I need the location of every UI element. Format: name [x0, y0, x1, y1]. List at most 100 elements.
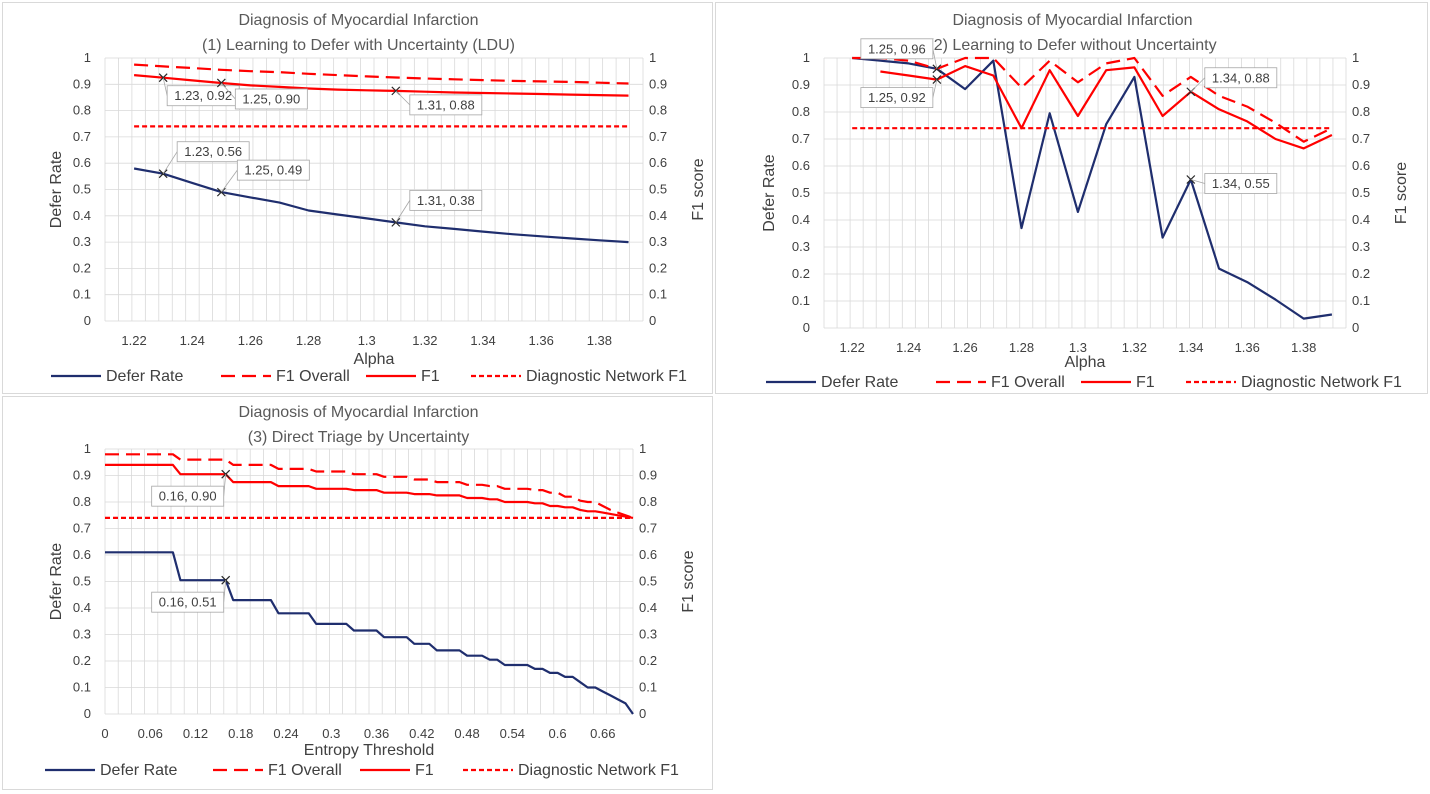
y2-tick-label: 0.9 — [649, 76, 667, 91]
x-tick-label: 0.24 — [273, 726, 298, 741]
y-tick-label: 0.3 — [73, 234, 91, 249]
data-point-marker — [221, 575, 231, 585]
callout-leader — [221, 82, 236, 100]
y2-axis-label: F1 score — [690, 158, 707, 220]
x-tick-label: 1.22 — [840, 340, 865, 355]
x-tick-label: 0.6 — [549, 726, 567, 741]
data-callout: 1.25, 0.90 — [216, 78, 308, 110]
chart-subtitle: (3) Direct Triage by Uncertainty — [248, 429, 469, 446]
data-point-marker — [1186, 175, 1196, 184]
data-callout: 1.34, 0.88 — [1186, 67, 1278, 97]
y2-tick-label: 0 — [649, 313, 656, 328]
callout-leader — [395, 200, 411, 223]
y-tick-label: 0 — [84, 313, 91, 328]
y2-tick-label: 0.8 — [1352, 104, 1370, 119]
data-callout: 0.16, 0.90 — [151, 469, 231, 507]
chart-title: Diagnosis of Myocardial Infarction — [238, 12, 478, 29]
x-tick-label: 1.26 — [238, 333, 263, 348]
x-tick-label: 1.34 — [470, 333, 495, 348]
callout-leader — [1190, 77, 1206, 93]
y2-tick-label: 0.4 — [639, 600, 657, 615]
y2-tick-label: 0.2 — [649, 260, 667, 275]
y-tick-label: 1 — [803, 50, 810, 65]
x-tick-label: 0.18 — [228, 726, 253, 741]
y2-tick-label: 0.2 — [639, 653, 657, 668]
legend-item-label: F1 Overall — [276, 368, 350, 385]
series-line-defer-rate — [852, 56, 1333, 320]
legend-item-label: Diagnostic Network F1 — [1241, 374, 1402, 391]
callout-box — [409, 94, 483, 116]
y2-tick-label: 0.6 — [639, 547, 657, 562]
chart-defer-without-uncertainty: Diagnosis of Myocardial Infarction (2) Le… — [761, 12, 1410, 391]
chart-panel-3: Diagnosis of Myocardial Infarction (3) Di… — [2, 396, 713, 790]
legend-item-label: F1 Overall — [268, 762, 342, 779]
legend-item-label: Diagnostic Network F1 — [526, 368, 687, 385]
y-tick-label: 0 — [803, 320, 810, 335]
data-callout: 1.31, 0.38 — [391, 189, 483, 227]
data-callout: 0.16, 0.51 — [151, 575, 231, 613]
legend-item-label: F1 — [415, 762, 434, 779]
x-tick-label: 0 — [101, 726, 108, 741]
data-callout: 1.23, 0.56 — [158, 141, 250, 179]
y-tick-label: 0.4 — [792, 212, 810, 227]
x-tick-label: 1.36 — [529, 333, 554, 348]
legend-item-label: Diagnostic Network F1 — [518, 762, 679, 779]
y2-tick-label: 0.7 — [639, 521, 657, 536]
data-label: 1.34, 0.55 — [1212, 176, 1270, 191]
y-tick-label: 0.1 — [73, 680, 91, 695]
data-callout: 1.25, 0.92 — [860, 75, 942, 108]
callout-leader — [1190, 179, 1205, 184]
y-tick-label: 0.6 — [73, 155, 91, 170]
data-callout: 1.34, 0.55 — [1186, 173, 1278, 194]
y-tick-label: 0.5 — [73, 574, 91, 589]
y2-tick-label: 0.7 — [649, 129, 667, 144]
x-tick-label: 1.32 — [412, 333, 437, 348]
y2-tick-label: 0.8 — [649, 103, 667, 118]
y-tick-label: 0.8 — [73, 103, 91, 118]
x-axis-label: Alpha — [1065, 354, 1106, 371]
y-axis-label: Defer Rate — [48, 543, 65, 620]
chart-panel-2: Diagnosis of Myocardial Infarction (2) Le… — [715, 2, 1428, 394]
y-tick-label: 0 — [84, 706, 91, 721]
series-line-f1-overall — [105, 453, 634, 519]
y2-tick-label: 0.3 — [639, 627, 657, 642]
y2-tick-label: 0.3 — [649, 234, 667, 249]
data-label: 1.23, 0.92 — [174, 88, 232, 103]
data-point-marker — [221, 469, 231, 479]
callout-leader — [221, 169, 238, 193]
y-tick-label: 1 — [84, 50, 91, 65]
data-label: 1.25, 0.49 — [244, 163, 302, 178]
y-tick-label: 0.9 — [73, 76, 91, 91]
y2-tick-label: 0.1 — [639, 680, 657, 695]
callout-box — [860, 38, 934, 60]
data-label: 0.16, 0.51 — [159, 595, 217, 610]
series-line-f1-overall — [134, 63, 629, 85]
x-tick-label: 1.3 — [358, 333, 376, 348]
x-tick-label: 1.34 — [1178, 340, 1203, 355]
x-tick-label: 1.24 — [180, 333, 205, 348]
y2-tick-label: 0.6 — [1352, 158, 1370, 173]
x-tick-label: 0.66 — [590, 726, 615, 741]
y2-axis-label: F1 score — [1393, 162, 1410, 224]
data-label: 1.31, 0.88 — [417, 97, 475, 112]
data-label: 1.34, 0.88 — [1212, 70, 1270, 85]
legend: Defer Rate F1 Overall F1 Diagnostic Network… — [45, 762, 679, 779]
data-callout: 1.23, 0.92 — [158, 73, 240, 107]
callout-box — [236, 159, 310, 181]
chart-subtitle: (1) Learning to Defer with Uncertainty (… — [202, 37, 515, 54]
data-label: 1.25, 0.96 — [868, 41, 926, 56]
chart-direct-triage: Diagnosis of Myocardial Infarction (3) Di… — [45, 404, 697, 779]
x-tick-label: 1.24 — [896, 340, 921, 355]
legend-item-label: F1 — [421, 368, 440, 385]
data-label: 1.25, 0.90 — [242, 91, 300, 106]
y2-tick-label: 1 — [639, 441, 646, 456]
x-tick-label: 1.28 — [1009, 340, 1034, 355]
y2-tick-label: 0.5 — [639, 574, 657, 589]
y2-tick-label: 1 — [649, 50, 656, 65]
y-tick-label: 0.1 — [792, 293, 810, 308]
callout-box — [860, 87, 934, 108]
series-line-f1 — [105, 463, 634, 519]
y2-tick-label: 0.4 — [1352, 212, 1370, 227]
legend-item-label: Defer Rate — [821, 374, 898, 391]
y-tick-label: 0.6 — [73, 547, 91, 562]
